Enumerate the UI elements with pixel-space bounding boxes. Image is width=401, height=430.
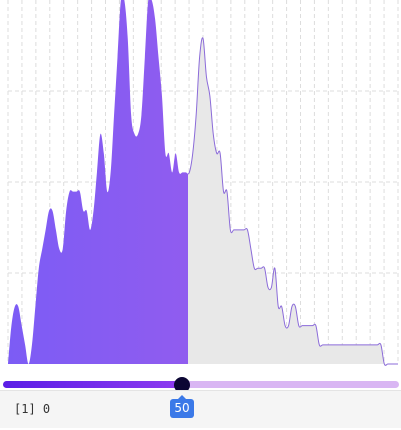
range-slider[interactable] (0, 372, 401, 396)
slider-value-badge: 50 (170, 395, 194, 418)
area-unselected (188, 37, 398, 366)
slider-track-active[interactable] (3, 381, 182, 388)
output-panel: [1] 0 (0, 390, 401, 428)
slider-track-rest[interactable] (182, 381, 399, 388)
histogram-area-chart (7, 0, 399, 366)
slider-thumb[interactable] (174, 377, 190, 393)
area-selected (8, 0, 188, 364)
area-outline (188, 37, 399, 366)
output-text: [1] 0 (14, 402, 51, 416)
